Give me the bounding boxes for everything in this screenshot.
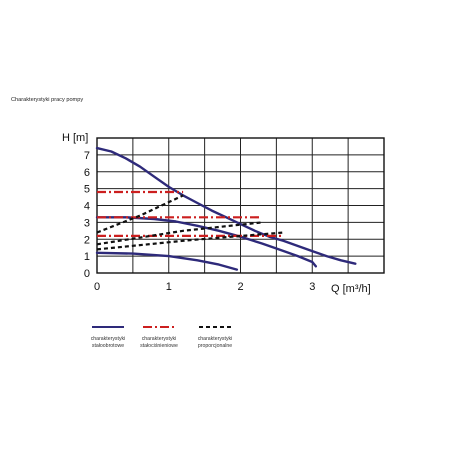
x-tick-label: 3: [309, 281, 315, 293]
plot-frame: [96, 137, 385, 274]
constant-speed-line: [95, 251, 239, 271]
y-tick-label: 5: [84, 184, 90, 196]
x-tick-label: 0: [94, 281, 100, 293]
legend-label: stałoobrotowe: [92, 343, 124, 349]
y-tick-label: 1: [84, 251, 90, 263]
legend-label: proporcjonalne: [198, 343, 232, 349]
legend: charakterystykistałoobrotowecharakteryst…: [91, 326, 233, 349]
x-axis-label: Q [m³/h]: [331, 283, 371, 295]
constant-speed-line: [95, 216, 317, 268]
tick-labels: 0 1 2 3 4 5 6 7 0 1 2 3: [84, 150, 315, 293]
legend-label: charakterystyki: [142, 336, 177, 342]
y-tick-label: 4: [84, 201, 90, 213]
proportional-line: [96, 231, 284, 251]
x-tick-label: 2: [237, 281, 243, 293]
proportional-line: [96, 194, 184, 234]
page-title: Charakterystyki pracy pompy: [11, 97, 84, 103]
y-tick-label: 3: [84, 217, 90, 229]
y-axis-label: H [m]: [62, 132, 88, 144]
legend-label: stałociśnieniowe: [140, 343, 178, 349]
y-tick-label: 7: [84, 150, 90, 162]
y-tick-label: 6: [84, 167, 90, 179]
constant-speed-line: [95, 146, 357, 265]
x-tick-label: 1: [166, 281, 172, 293]
y-tick-label: 0: [84, 268, 90, 280]
legend-label: charakterystyki: [198, 336, 233, 342]
grid: [96, 137, 385, 274]
proportional-line: [96, 221, 263, 246]
legend-label: charakterystyki: [91, 336, 126, 342]
series-group: [95, 146, 357, 271]
y-tick-label: 2: [84, 234, 90, 246]
